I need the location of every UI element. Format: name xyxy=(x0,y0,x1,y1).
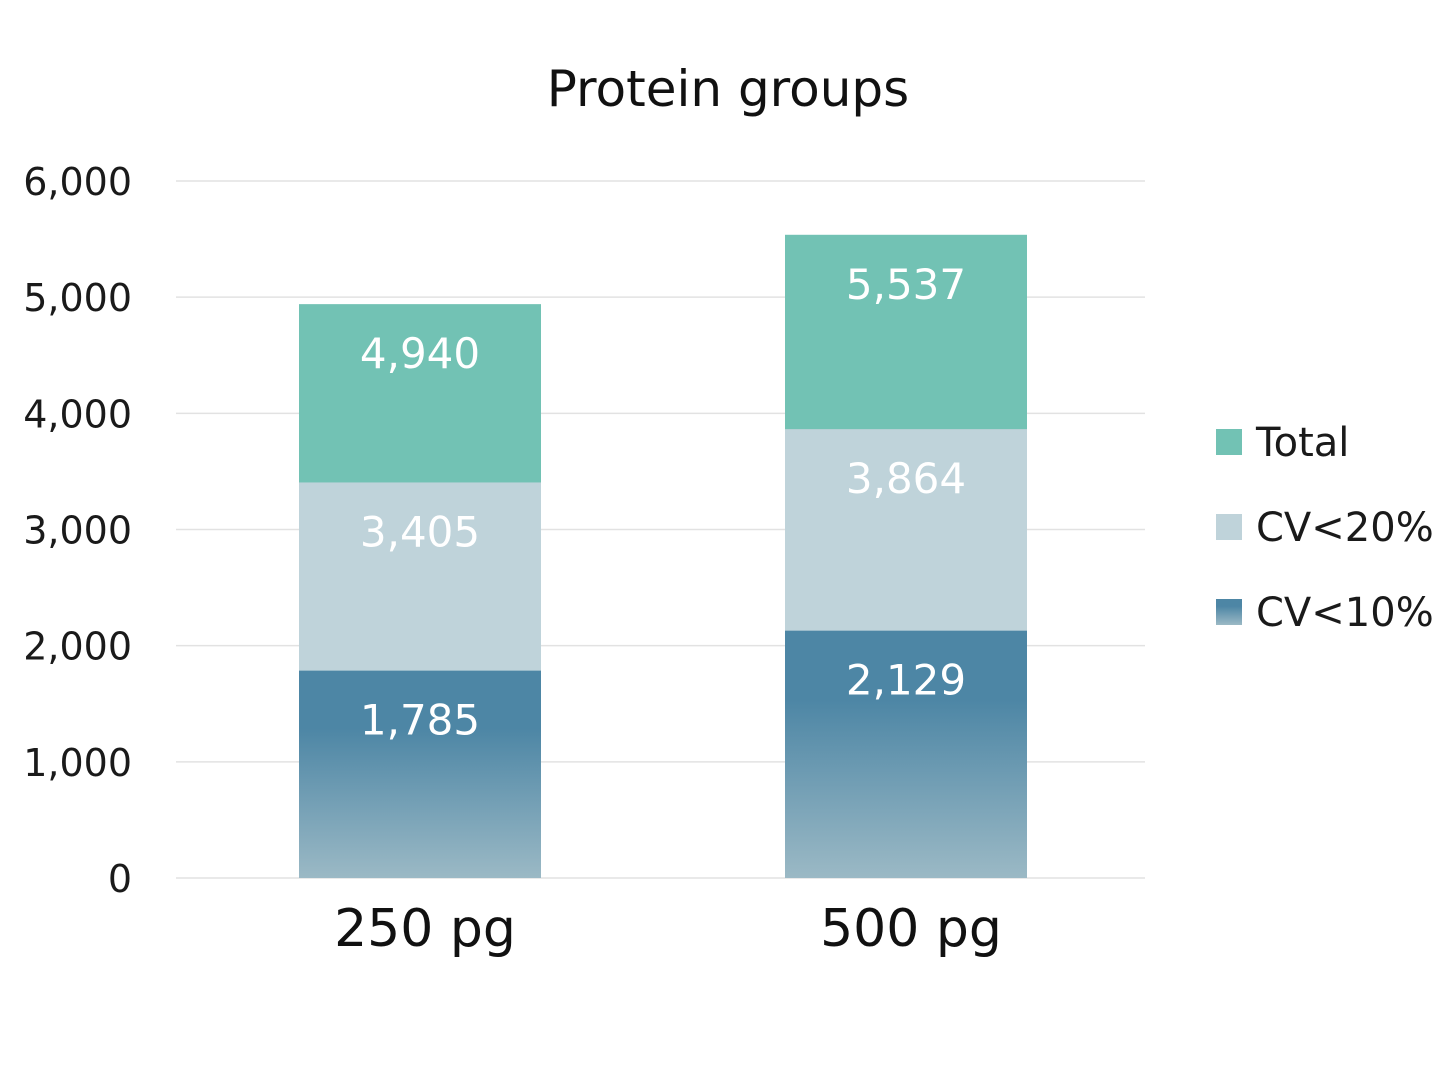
x-tick-label: 500 pg xyxy=(820,899,1002,959)
y-tick-label: 1,000 xyxy=(23,741,132,785)
x-tick-label: 250 pg xyxy=(334,899,516,959)
bar-cv10-1 xyxy=(785,630,1027,878)
data-label-cv20-1: 3,864 xyxy=(846,454,966,503)
data-label-total-1: 5,537 xyxy=(846,260,966,309)
y-tick-label: 6,000 xyxy=(23,160,132,204)
legend-swatch-cv20 xyxy=(1216,514,1242,540)
y-tick-label: 0 xyxy=(108,857,132,901)
legend-label-cv20: CV<20% xyxy=(1256,505,1434,551)
data-label-cv20-0: 3,405 xyxy=(360,507,480,556)
data-label-cv10-0: 1,785 xyxy=(360,696,480,745)
legend-label-total: Total xyxy=(1255,420,1349,466)
bar-cv10-0 xyxy=(299,670,541,878)
y-tick-label: 5,000 xyxy=(23,276,132,320)
legend-label-cv10: CV<10% xyxy=(1256,590,1434,636)
data-label-total-0: 4,940 xyxy=(360,329,480,378)
chart-title: Protein groups xyxy=(547,60,909,118)
legend-swatch-total xyxy=(1216,429,1242,455)
legend-swatch-cv10 xyxy=(1216,599,1242,625)
y-tick-label: 4,000 xyxy=(23,392,132,436)
y-tick-label: 2,000 xyxy=(23,625,132,669)
y-tick-label: 3,000 xyxy=(23,509,132,553)
data-label-cv10-1: 2,129 xyxy=(846,656,966,705)
